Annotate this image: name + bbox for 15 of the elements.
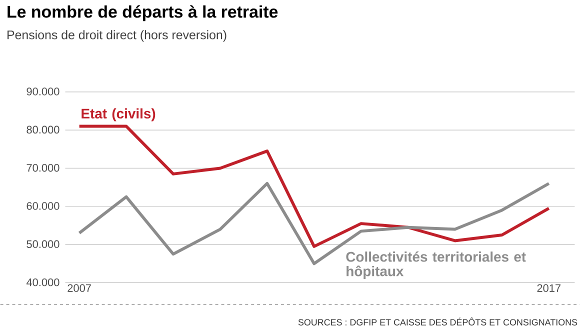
x-tick-label: 2017 xyxy=(537,284,561,292)
chart-title: Le nombre de départs à la retraite xyxy=(8,5,278,22)
y-tick-label: 50.000 xyxy=(26,240,60,248)
y-tick-label: 40.000 xyxy=(26,278,60,286)
series-label: Etat (civils) xyxy=(82,108,156,122)
line-series xyxy=(78,182,550,266)
source-note: SOURCES : DGFIP ET CAISSE DES DÉPÔTS ET CONSIGNATIONS xyxy=(298,318,578,326)
y-tick-label: 60.000 xyxy=(26,202,60,210)
chart-subtitle: Pensions de droit direct (hors reversion) xyxy=(8,30,226,42)
series-label: Collectivités territoriales et hôpitaux xyxy=(346,252,526,280)
y-tick-label: 90.000 xyxy=(26,88,60,96)
y-tick-label: 80.000 xyxy=(26,126,60,134)
y-tick-label: 70.000 xyxy=(26,164,60,172)
line-series xyxy=(78,124,550,248)
x-tick-label: 2007 xyxy=(68,284,91,292)
